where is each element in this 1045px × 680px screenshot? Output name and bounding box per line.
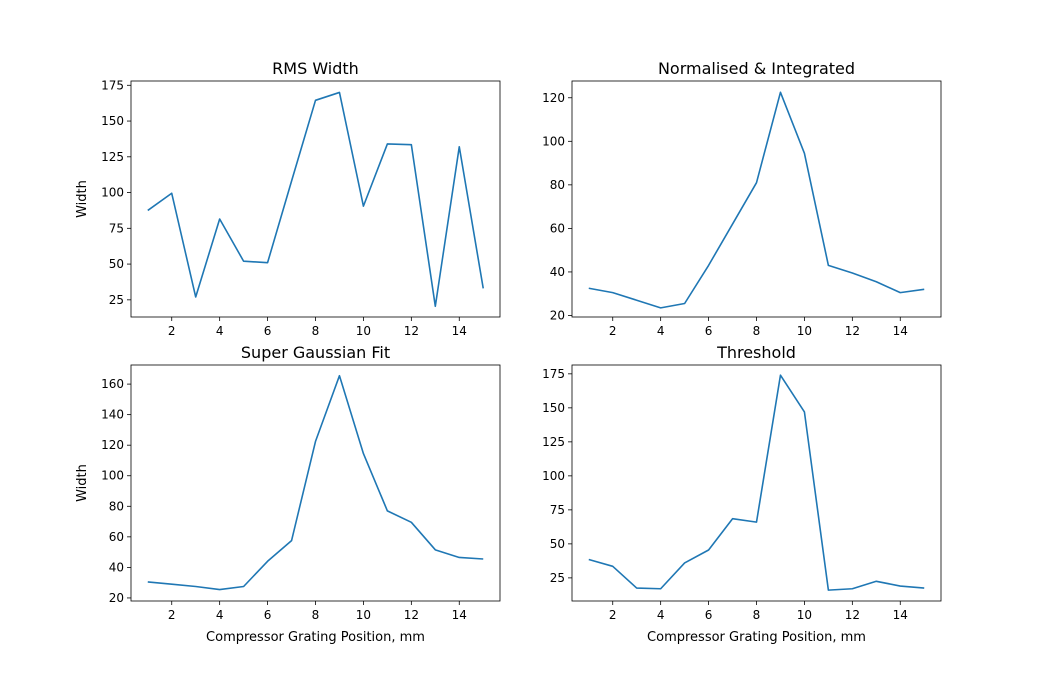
x-axis-label: Compressor Grating Position, mm [206, 630, 425, 645]
y-tick-label: 60 [109, 530, 124, 544]
y-tick-label: 175 [542, 367, 565, 381]
x-tick-label: 12 [404, 324, 419, 338]
y-axis-label: Width [75, 464, 90, 502]
x-tick-label: 4 [657, 324, 665, 338]
y-tick-label: 60 [550, 221, 565, 235]
y-tick-label: 150 [101, 114, 124, 128]
y-tick-label: 100 [101, 469, 124, 483]
y-tick-label: 120 [542, 91, 565, 105]
y-tick-label: 80 [550, 178, 565, 192]
y-tick-label: 160 [101, 377, 124, 391]
y-axis-label: Width [75, 180, 90, 218]
x-tick-label: 6 [264, 324, 272, 338]
y-tick-label: 150 [542, 401, 565, 415]
y-tick-label: 120 [101, 438, 124, 452]
plot-frame [571, 364, 942, 602]
y-tick-label: 100 [542, 469, 565, 483]
y-tick-label: 125 [542, 435, 565, 449]
x-tick-label: 12 [404, 608, 419, 622]
plot-frame [571, 80, 942, 318]
plot-frame [130, 80, 501, 318]
y-tick-label: 25 [550, 571, 565, 585]
x-tick-label: 8 [312, 324, 320, 338]
y-tick-label: 50 [109, 257, 124, 271]
series-line [147, 374, 484, 591]
x-tick-label: 12 [845, 324, 860, 338]
x-tick-label: 10 [356, 608, 371, 622]
y-tick-label: 75 [550, 503, 565, 517]
subplot-title: Super Gaussian Fit [241, 343, 390, 362]
x-tick-label: 14 [452, 608, 467, 622]
subplot-title: Normalised & Integrated [658, 59, 855, 78]
subplot-title: Threshold [716, 343, 796, 362]
subplot-title: RMS Width [272, 59, 359, 78]
series-line [147, 91, 485, 308]
series-line [588, 91, 925, 309]
y-tick-label: 20 [550, 308, 565, 322]
x-tick-label: 14 [893, 608, 908, 622]
series-line [588, 374, 925, 591]
x-tick-label: 14 [893, 324, 908, 338]
y-tick-label: 25 [109, 293, 124, 307]
x-tick-label: 12 [845, 608, 860, 622]
y-tick-label: 50 [550, 537, 565, 551]
y-tick-label: 40 [109, 560, 124, 574]
x-tick-label: 6 [264, 608, 272, 622]
x-tick-label: 4 [216, 608, 224, 622]
x-axis-label: Compressor Grating Position, mm [647, 630, 866, 645]
y-tick-label: 140 [101, 408, 124, 422]
y-tick-label: 125 [101, 150, 124, 164]
y-tick-label: 20 [109, 591, 124, 605]
subplot-1: RMS Width 2 4 6 8 10 12 14 25 50 75 100 125 150 175 Wid… [75, 59, 501, 338]
subplot-2: Normalised & Integrated 2 4 6 8 10 12 14 20 40 60 8… [542, 59, 942, 338]
y-tick-label: 100 [101, 186, 124, 200]
y-tick-label: 175 [101, 78, 124, 92]
y-tick-label: 40 [550, 265, 565, 279]
x-tick-label: 6 [705, 608, 713, 622]
subplot-4: Threshold 2 4 6 8 10 12 14 25 50 75 100 125 150 175 Com… [542, 343, 942, 645]
x-tick-label: 8 [312, 608, 320, 622]
x-tick-label: 2 [609, 608, 617, 622]
y-tick-label: 100 [542, 134, 565, 148]
x-tick-label: 10 [797, 324, 812, 338]
x-tick-label: 2 [168, 324, 176, 338]
x-tick-label: 2 [168, 608, 176, 622]
plot-frame [130, 364, 501, 602]
x-tick-label: 8 [753, 324, 761, 338]
x-tick-label: 8 [753, 608, 761, 622]
x-tick-label: 4 [657, 608, 665, 622]
y-tick-label: 75 [109, 221, 124, 235]
x-tick-label: 2 [609, 324, 617, 338]
x-tick-label: 10 [356, 324, 371, 338]
x-tick-label: 6 [705, 324, 713, 338]
y-tick-label: 80 [109, 499, 124, 513]
x-tick-label: 14 [452, 324, 467, 338]
x-tick-label: 4 [216, 324, 224, 338]
subplot-3: Super Gaussian Fit 2 4 6 8 10 12 14 20 40 60 80 100 1… [75, 343, 501, 645]
x-tick-label: 10 [797, 608, 812, 622]
